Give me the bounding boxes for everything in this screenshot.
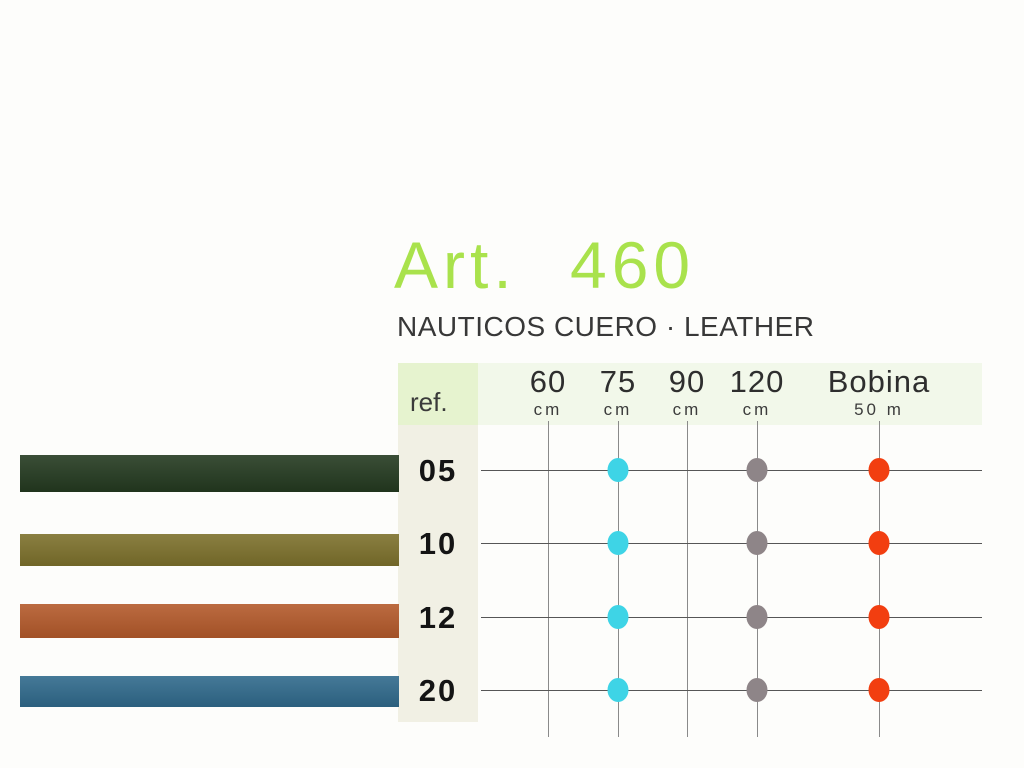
column-header-120: 120 cm [730, 366, 785, 418]
column-unit: cm [533, 400, 563, 419]
page-title: Art. 460 [394, 228, 696, 302]
availability-dot-20-75cm [607, 678, 629, 702]
row-ref-05: 05 [418, 453, 458, 488]
table-header-band [398, 363, 982, 425]
availability-dot-12-bobina [868, 605, 890, 629]
grid-vline-75 [618, 421, 619, 737]
grid-hline-row-05 [481, 470, 982, 471]
availability-dot-12-75cm [607, 605, 629, 629]
availability-dot-10-75cm [607, 531, 629, 555]
swatch-row-12 [20, 604, 399, 638]
column-size: Bobina [827, 364, 931, 399]
grid-hline-row-20 [481, 690, 982, 691]
column-unit: cm [672, 400, 702, 419]
grid-vline-60 [548, 421, 549, 737]
column-size: 75 [599, 364, 637, 399]
row-ref-12: 12 [418, 600, 458, 635]
swatch-row-10 [20, 534, 399, 566]
column-size: 60 [529, 364, 567, 399]
availability-dot-10-bobina [868, 531, 890, 555]
availability-dot-20-120cm [746, 678, 768, 702]
ref-header-cell [398, 363, 478, 425]
availability-dot-10-120cm [746, 531, 768, 555]
availability-dot-05-75cm [607, 458, 629, 482]
ref-column-background [398, 425, 478, 722]
grid-vline-120 [757, 421, 758, 737]
column-size: 90 [668, 364, 706, 399]
column-header-60: 60 cm [530, 366, 566, 418]
grid-hline-row-10 [481, 543, 982, 544]
availability-dot-12-120cm [746, 605, 768, 629]
grid-vline-90 [687, 421, 688, 737]
grid-hline-row-12 [481, 617, 982, 618]
grid-vline-bobina [879, 421, 880, 737]
row-ref-10: 10 [418, 526, 458, 561]
column-unit: 50 m [854, 400, 904, 419]
column-unit: cm [742, 400, 772, 419]
availability-dot-20-bobina [868, 678, 890, 702]
column-size: 120 [729, 364, 785, 399]
row-ref-20: 20 [418, 673, 458, 708]
ref-header-label: ref. [410, 387, 448, 417]
column-header-bobina: Bobina 50 m [828, 366, 931, 418]
column-unit: cm [603, 400, 633, 419]
page-subtitle: NAUTICOS CUERO · LEATHER [397, 311, 815, 342]
swatch-row-20 [20, 676, 399, 707]
availability-dot-05-120cm [746, 458, 768, 482]
swatch-row-05 [20, 455, 399, 492]
availability-dot-05-bobina [868, 458, 890, 482]
column-header-90: 90 cm [669, 366, 705, 418]
column-header-75: 75 cm [600, 366, 636, 418]
